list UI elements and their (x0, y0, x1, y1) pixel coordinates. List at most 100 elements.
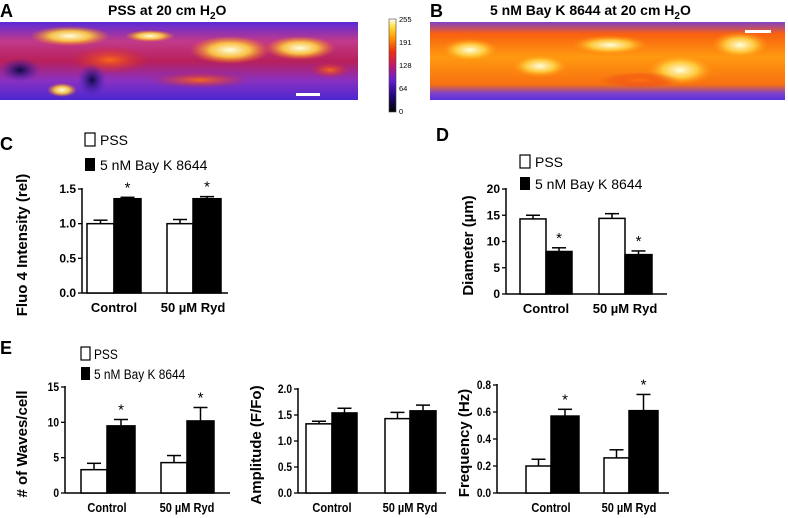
bar-bay-k-0 (113, 197, 142, 294)
bar-pss-0 (519, 218, 547, 295)
legend-swatch-bay (520, 177, 530, 190)
category-label: Control (91, 300, 137, 315)
y-tick-label: 0.0 (59, 286, 76, 300)
y-tick-label: 1.0 (278, 435, 292, 448)
colorbar-tick: 64 (399, 84, 407, 93)
y-tick-label: 1.5 (59, 182, 76, 196)
significance-marker: * (556, 230, 562, 247)
panel-letter-b: B (430, 1, 443, 21)
bar-pss-0 (525, 465, 552, 494)
category-label: 50 µM Ryd (160, 500, 215, 515)
y-axis-label: Amplitude (F/Fo) (248, 385, 265, 504)
bar-pss-1 (603, 457, 630, 494)
bar-pss-1 (384, 417, 411, 494)
y-axis-label: Fluo 4 Intensity (rel) (14, 174, 31, 317)
legend-swatch-bay (85, 158, 95, 171)
bar-pss-0 (305, 423, 333, 494)
chart-e1: 0 5 10 15 # of Waves/cell * Control * 50 µM Ryd (14, 381, 230, 515)
colorbar-tick: 0 (399, 107, 403, 116)
y-tick-label: 2.0 (278, 383, 292, 396)
legend-label-bay: 5 nM Bay K 8644 (100, 157, 208, 173)
category-label: Control (312, 500, 351, 515)
panel-b-title: 5 nM Bay K 8644 at 20 cm H2O (490, 2, 691, 22)
panel-letter-c: C (0, 134, 13, 154)
significance-marker: * (636, 233, 642, 250)
bar-bay-k-1 (628, 409, 659, 494)
heatmap-image-pss (0, 22, 358, 100)
y-tick-label: 10 (48, 417, 59, 430)
scale-bar (745, 30, 771, 33)
y-tick-label: 0 (53, 487, 59, 500)
bar-bay-k-1 (409, 410, 437, 494)
bar-pss-1 (166, 222, 194, 294)
legend-label-bay: 5 nM Bay K 8644 (94, 366, 185, 382)
colorbar-tick: 191 (399, 38, 412, 47)
bar-bay-k-0 (106, 425, 136, 494)
legend-label-bay: 5 nM Bay K 8644 (535, 176, 643, 192)
panel-a-title: PSS at 20 cm H2O (108, 2, 227, 22)
legend-swatch-pss (84, 132, 96, 147)
bar-pss-0 (80, 468, 108, 494)
y-tick-label: 15 (487, 208, 501, 222)
panel-letter-d: D (436, 125, 449, 145)
legend-d: PSS 5 nM Bay K 8644 (519, 154, 643, 192)
y-tick-label: 0.4 (477, 433, 492, 446)
category-label: Control (531, 500, 570, 515)
colorbar-tick: 128 (399, 61, 412, 70)
colorbar-tick: 255 (399, 15, 412, 24)
y-tick-label: 0.2 (477, 460, 491, 473)
category-label: Control (523, 301, 569, 316)
significance-marker: * (198, 389, 204, 406)
y-tick-label: 0.0 (278, 487, 292, 500)
bar-bay-k-1 (624, 253, 653, 295)
y-tick-label: 1.5 (278, 409, 292, 422)
bar-pss-1 (598, 217, 626, 295)
chart-e3: 0.0 0.2 0.4 0.6 0.8 Frequency (Hz) * Control * 50… (456, 376, 669, 515)
category-label: 50 µM Ryd (593, 301, 658, 316)
bar-bay-k-0 (331, 412, 358, 494)
y-tick-label: 5 (53, 452, 59, 465)
panel-letter-a: A (0, 1, 13, 21)
bar-pss-0 (86, 222, 115, 294)
y-axis-label: Frequency (Hz) (456, 389, 473, 497)
scale-bar (296, 93, 320, 96)
charts: 0.0 0.5 1.0 1.5 Fluo 4 Intensity (rel) * Contr… (14, 174, 669, 515)
y-tick-label: 5 (493, 261, 500, 275)
y-tick-label: 10 (487, 235, 501, 249)
legend-c: PSS 5 nM Bay K 8644 (84, 132, 208, 173)
significance-marker: * (118, 402, 124, 419)
chart-c: 0.0 0.5 1.0 1.5 Fluo 4 Intensity (rel) * Contr… (14, 174, 228, 317)
y-axis-label: Diameter (µm) (460, 195, 477, 295)
category-label: 50 µM Ryd (602, 500, 657, 515)
legend-e: PSS 5 nM Bay K 8644 (80, 346, 185, 382)
y-tick-label: 0.0 (477, 487, 491, 500)
y-tick-label: 20 (487, 182, 501, 196)
category-label: 50 µM Ryd (161, 300, 226, 315)
heatmap-image-bay-k (430, 22, 785, 100)
significance-marker: * (125, 179, 131, 196)
panel-letter-e: E (0, 338, 12, 358)
legend-swatch-bay (81, 367, 90, 380)
bar-bay-k-0 (550, 415, 580, 494)
legend-swatch-pss (519, 154, 531, 169)
significance-marker: * (562, 391, 568, 408)
y-axis-label: # of Waves/cell (14, 391, 31, 498)
legend-label-pss: PSS (94, 346, 118, 362)
y-tick-label: 0.5 (59, 251, 76, 265)
significance-marker: * (641, 376, 647, 393)
bar-bay-k-1 (186, 420, 215, 494)
bar-bay-k-0 (545, 250, 573, 295)
y-tick-label: 15 (48, 381, 59, 394)
colorbar: 255 191 128 64 0 (388, 15, 412, 116)
significance-marker: * (204, 179, 210, 196)
y-tick-label: 0.6 (477, 406, 491, 419)
chart-d: 0 5 10 15 20 Diameter (µm) * Control * 50 µM Ryd (460, 182, 667, 316)
y-tick-label: 0.8 (477, 379, 491, 392)
y-tick-label: 1.0 (59, 217, 76, 231)
chart-e2: 0.0 0.5 1.0 1.5 2.0 Amplitude (F/Fo) Control 50… (248, 383, 446, 515)
y-tick-label: 0 (493, 287, 500, 301)
bar-pss-1 (160, 461, 188, 494)
legend-swatch-pss (80, 346, 91, 361)
category-label: Control (87, 500, 126, 515)
